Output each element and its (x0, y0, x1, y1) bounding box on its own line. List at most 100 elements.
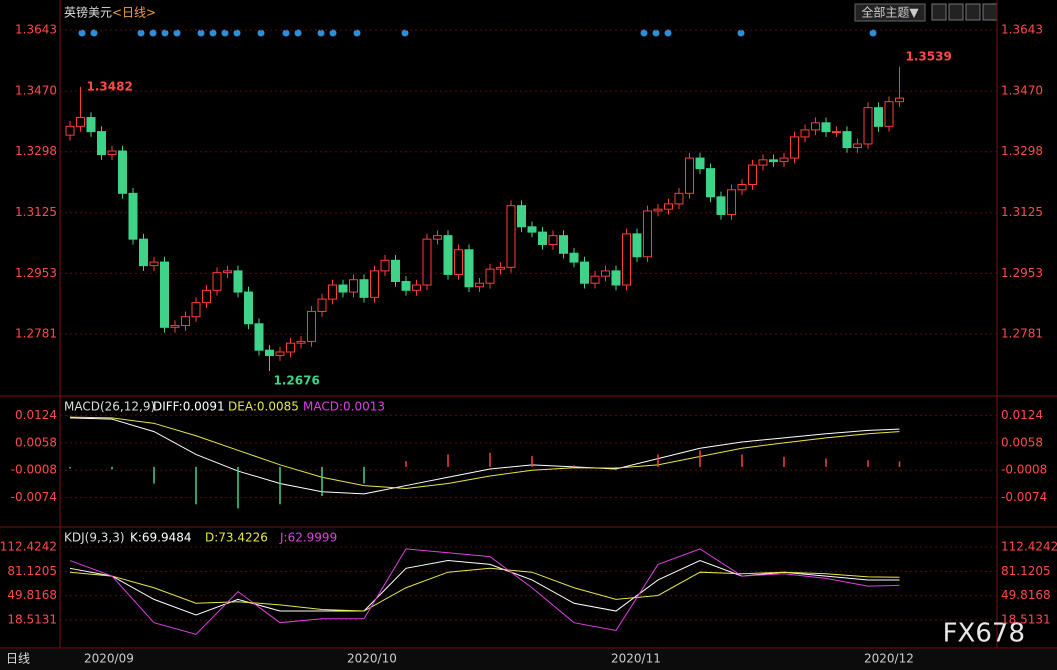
y-tick-label-right: 112.4242 (1001, 540, 1057, 554)
y-tick-label-right: 0.0124 (1001, 408, 1043, 422)
candle-body (265, 349, 274, 357)
candle-body (611, 270, 621, 286)
y-tick-label-right: 1.3470 (1001, 84, 1043, 98)
candle-body (643, 210, 652, 258)
y-tick-label: 49.8168 (7, 588, 57, 602)
symbol-title: 英镑美元 (64, 5, 112, 20)
y-tick-label-right: 0.0058 (1001, 435, 1043, 449)
candle-body (685, 157, 694, 194)
candle-body (842, 131, 852, 148)
candle-body (233, 270, 243, 293)
candle-body (443, 235, 453, 275)
candle-body (863, 107, 873, 145)
candle-body (296, 340, 306, 344)
candle-body (307, 310, 316, 342)
candle-body (212, 272, 222, 291)
candle-body (632, 233, 642, 258)
tool-icon[interactable] (931, 3, 947, 21)
candle-body (107, 150, 117, 156)
candle-body (328, 284, 337, 300)
candle-body (569, 252, 579, 263)
candle-body (475, 282, 484, 288)
y-tick-label: 1.3470 (15, 84, 57, 98)
legend-entry: DEA:0.0085 (228, 400, 299, 414)
candle-body (170, 325, 180, 328)
y-tick-label-right: 1.2953 (1001, 266, 1043, 280)
candle-body (202, 289, 211, 304)
indicator-line (69, 548, 900, 635)
candle-body (559, 235, 568, 254)
candle-body (779, 157, 789, 163)
candle-body (76, 117, 85, 127)
theme-button-label[interactable]: 全部主题▼ (861, 5, 919, 20)
indicator-line (69, 416, 900, 489)
y-tick-label-right: -0.0074 (1001, 490, 1047, 504)
y-tick-label-right: 1.3125 (1001, 205, 1043, 219)
y-tick-label-right: 18.5131 (1001, 612, 1051, 626)
candle-body (821, 122, 831, 133)
candle-body (506, 205, 516, 268)
tool-icon[interactable] (982, 3, 998, 21)
low-label: 1.2676 (274, 374, 320, 388)
legend-entry: DIFF:0.0091 (153, 400, 225, 414)
candle-body (811, 122, 820, 131)
y-tick-label: 81.1205 (7, 564, 57, 578)
candle-body (548, 235, 558, 245)
candle-body (65, 125, 75, 136)
y-tick-label-right: 81.1205 (1001, 564, 1051, 578)
y-tick-label-right: 1.3643 (1001, 23, 1043, 37)
signal-dots (78, 29, 877, 37)
candle-body (496, 266, 505, 270)
y-tick-label: 1.2781 (15, 327, 57, 341)
panel-title: KDJ(9,3,3) (64, 531, 125, 545)
watermark: FX678 (943, 619, 1025, 649)
candle-body (254, 323, 264, 351)
candle-body (716, 196, 726, 215)
candle-body (800, 129, 810, 138)
x-tick-label: 2020/10 (347, 652, 397, 666)
candle-body (118, 150, 127, 194)
theme-button[interactable] (854, 3, 926, 22)
candle-body (853, 143, 862, 148)
candle-body (601, 270, 610, 277)
legend-entry: J:62.9999 (279, 531, 337, 545)
y-tick-label-right: -0.0008 (1001, 463, 1047, 477)
candle-body (695, 157, 705, 170)
candle-body (244, 291, 253, 325)
candle-body (160, 261, 169, 328)
y-tick-label: -0.0074 (11, 490, 57, 504)
y-tick-label: 0.0058 (15, 435, 57, 449)
candle-body (790, 136, 799, 159)
bottom-bar (0, 649, 1057, 670)
y-tick-label-right: 1.2781 (1001, 327, 1043, 341)
candle-body (401, 280, 411, 291)
candle-body (454, 249, 463, 275)
high-label: 1.3482 (87, 79, 133, 93)
x-tick-label: 2020/12 (864, 652, 914, 666)
candle-body (706, 168, 715, 198)
tool-icon[interactable] (948, 3, 964, 21)
legend-entry: D:73.4226 (205, 531, 268, 545)
candle-body (748, 164, 757, 186)
legend-entry: MACD:0.0013 (303, 400, 385, 414)
high-label: 1.3539 (906, 49, 952, 63)
candle-body (527, 226, 537, 233)
y-tick-label-right: 49.8168 (1001, 588, 1051, 602)
candle-body (653, 208, 663, 212)
candle-body (359, 279, 369, 298)
y-tick-label: 1.3298 (15, 144, 57, 158)
candle-body (370, 270, 379, 298)
y-tick-label: 18.5131 (7, 612, 57, 626)
candle-body (674, 192, 684, 205)
candle-body (181, 316, 190, 327)
candle-body (758, 159, 768, 166)
footer-tab[interactable]: 日线 (6, 652, 30, 666)
period: <日线> (112, 6, 156, 20)
indicator-line (69, 567, 900, 612)
tool-icon[interactable] (965, 3, 981, 21)
candle-body (191, 302, 201, 318)
candle-body (275, 351, 285, 357)
candle-body (412, 284, 421, 291)
candle-body (884, 101, 894, 127)
x-tick-label: 2020/09 (84, 652, 134, 666)
